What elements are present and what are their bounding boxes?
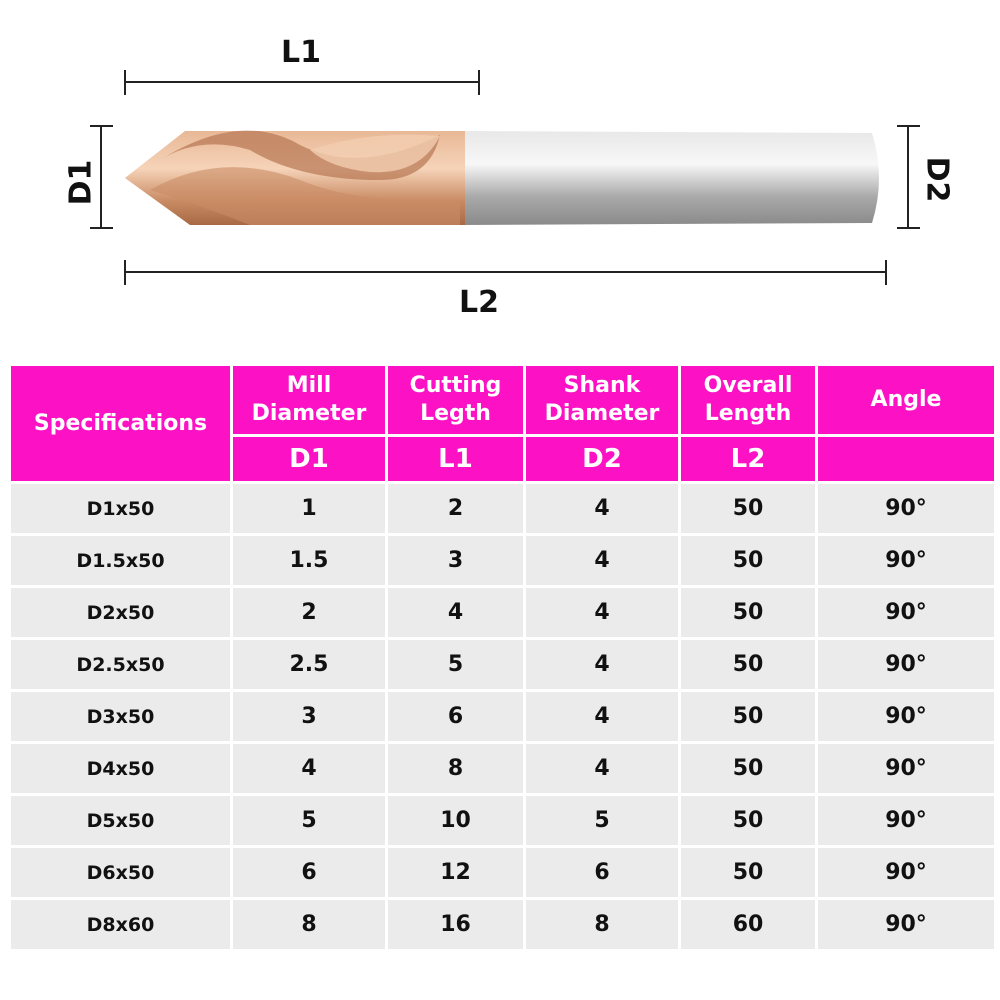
value-cell: 5 — [526, 796, 678, 845]
value-cell: 3 — [388, 536, 523, 585]
value-cell: 90° — [818, 848, 994, 897]
value-cell: 50 — [681, 484, 815, 533]
spec-cell: D1.5x50 — [11, 536, 230, 585]
value-cell: 6 — [388, 692, 523, 741]
table-row: D2x50 2 4 4 50 90° — [11, 588, 994, 637]
value-cell: 2 — [388, 484, 523, 533]
value-cell: 90° — [818, 796, 994, 845]
value-cell: 4 — [526, 692, 678, 741]
spec-cell: D2.5x50 — [11, 640, 230, 689]
value-cell: 90° — [818, 588, 994, 637]
d1-dimension-line — [90, 125, 113, 229]
l1-label: L1 — [281, 35, 321, 70]
value-cell: 50 — [681, 796, 815, 845]
value-cell: 8 — [526, 900, 678, 949]
col-header: Cutting Legth — [388, 366, 523, 434]
value-cell: 8 — [233, 900, 385, 949]
table-row: D1x50 1 2 4 50 90° — [11, 484, 994, 533]
spec-cell: D8x60 — [11, 900, 230, 949]
col-header: Mill Diameter — [233, 366, 385, 434]
value-cell: 12 — [388, 848, 523, 897]
value-cell: 50 — [681, 848, 815, 897]
value-cell: 50 — [681, 536, 815, 585]
table-row: D8x60 8 16 8 60 90° — [11, 900, 994, 949]
value-cell: 90° — [818, 692, 994, 741]
spec-header: Specifications — [11, 366, 230, 481]
value-cell: 1 — [233, 484, 385, 533]
spec-cell: D3x50 — [11, 692, 230, 741]
l2-dimension-line — [124, 260, 887, 285]
value-cell: 50 — [681, 744, 815, 793]
table-row: D1.5x50 1.5 3 4 50 90° — [11, 536, 994, 585]
value-cell: 4 — [526, 640, 678, 689]
col-subheader — [818, 437, 994, 481]
col-header: Angle — [818, 366, 994, 434]
value-cell: 90° — [818, 640, 994, 689]
value-cell: 60 — [681, 900, 815, 949]
spec-cell: D6x50 — [11, 848, 230, 897]
table-row: D3x50 3 6 4 50 90° — [11, 692, 994, 741]
table-row: D6x50 6 12 6 50 90° — [11, 848, 994, 897]
value-cell: 4 — [526, 744, 678, 793]
value-cell: 50 — [681, 692, 815, 741]
value-cell: 50 — [681, 588, 815, 637]
d2-label: D2 — [919, 156, 955, 203]
col-subheader: L1 — [388, 437, 523, 481]
value-cell: 90° — [818, 900, 994, 949]
spec-table: Specifications Mill Diameter Cutting Leg… — [8, 363, 997, 952]
table-row: D4x50 4 8 4 50 90° — [11, 744, 994, 793]
value-cell: 6 — [526, 848, 678, 897]
table-row: D5x50 5 10 5 50 90° — [11, 796, 994, 845]
spec-cell: D5x50 — [11, 796, 230, 845]
value-cell: 90° — [818, 484, 994, 533]
d1-label: D1 — [63, 159, 99, 206]
value-cell: 2.5 — [233, 640, 385, 689]
spec-cell: D2x50 — [11, 588, 230, 637]
value-cell: 1.5 — [233, 536, 385, 585]
col-subheader: D1 — [233, 437, 385, 481]
drill-shank — [460, 131, 879, 225]
d2-dimension-line — [897, 125, 920, 229]
spec-cell: D4x50 — [11, 744, 230, 793]
value-cell: 4 — [388, 588, 523, 637]
col-subheader: L2 — [681, 437, 815, 481]
drill-bit-drawing — [90, 70, 920, 285]
value-cell: 5 — [233, 796, 385, 845]
value-cell: 5 — [388, 640, 523, 689]
l2-label: L2 — [459, 285, 499, 320]
value-cell: 4 — [526, 588, 678, 637]
col-header: Shank Diameter — [526, 366, 678, 434]
value-cell: 16 — [388, 900, 523, 949]
value-cell: 2 — [233, 588, 385, 637]
col-subheader: D2 — [526, 437, 678, 481]
value-cell: 8 — [388, 744, 523, 793]
value-cell: 50 — [681, 640, 815, 689]
value-cell: 90° — [818, 536, 994, 585]
spec-cell: D1x50 — [11, 484, 230, 533]
l1-dimension-line — [124, 70, 480, 95]
value-cell: 10 — [388, 796, 523, 845]
value-cell: 3 — [233, 692, 385, 741]
value-cell: 4 — [526, 536, 678, 585]
value-cell: 6 — [233, 848, 385, 897]
value-cell: 4 — [526, 484, 678, 533]
value-cell: 90° — [818, 744, 994, 793]
value-cell: 4 — [233, 744, 385, 793]
table-row: D2.5x50 2.5 5 4 50 90° — [11, 640, 994, 689]
col-header: Overall Length — [681, 366, 815, 434]
